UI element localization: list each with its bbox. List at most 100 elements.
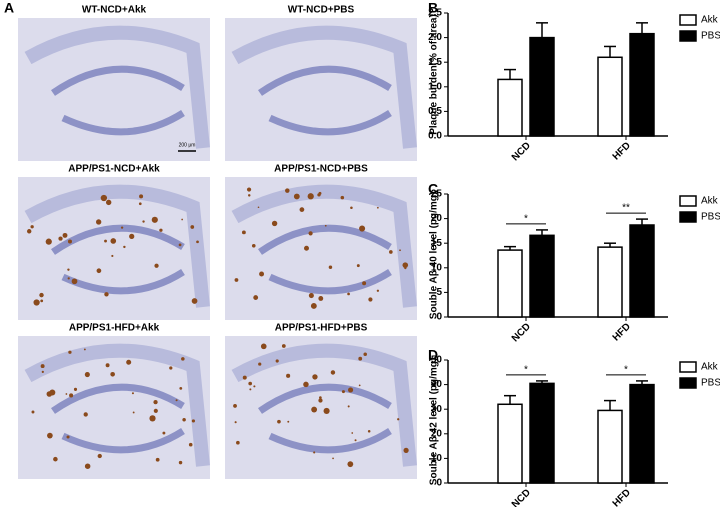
x-tick-label: NCD	[510, 487, 533, 507]
legend-label: Akk	[701, 15, 719, 26]
plaque	[175, 399, 178, 402]
image-label: APP/PS1-HFD+Akk	[69, 323, 160, 334]
plaque	[328, 265, 333, 269]
plaque	[234, 278, 239, 282]
plaque	[287, 420, 290, 423]
plaque	[67, 239, 72, 244]
plaque	[348, 387, 354, 393]
image-label: APP/PS1-NCD+PBS	[274, 164, 368, 175]
legend-label: Akk	[701, 196, 719, 207]
y-tick-label: 0	[436, 478, 442, 489]
plaque	[286, 373, 291, 378]
plaque	[30, 225, 34, 229]
plaque	[248, 194, 251, 197]
bar	[629, 32, 655, 137]
plaque	[275, 359, 279, 363]
plaque	[323, 407, 330, 415]
dentate-gyrus	[258, 224, 392, 295]
tissue-arc	[24, 343, 210, 467]
bar	[629, 383, 655, 484]
plaque	[142, 220, 145, 223]
tissue-arc	[231, 25, 417, 149]
image-label: APP/PS1-HFD+PBS	[275, 323, 368, 334]
x-tick-label: NCD	[510, 321, 533, 344]
y-tick-label: 40	[431, 379, 443, 390]
legend-label: Akk	[701, 362, 719, 373]
plaque	[281, 344, 286, 348]
plaque	[303, 381, 309, 388]
y-tick-label: 1.0	[428, 81, 442, 92]
plaque	[330, 370, 336, 375]
plaque	[31, 410, 35, 414]
plaque	[67, 277, 70, 280]
scale-bar-label: 200 μm	[179, 142, 196, 148]
bar	[529, 382, 555, 484]
significance-label: *	[624, 365, 628, 376]
plaque	[358, 356, 363, 361]
plaque	[376, 206, 379, 209]
y-axis-label: Plaque burden(% of area)	[429, 14, 440, 135]
plaque	[96, 268, 102, 274]
plaque	[159, 228, 163, 232]
dentate-gyrus	[258, 65, 392, 136]
plaque	[26, 229, 32, 234]
plaque	[253, 295, 259, 300]
plaque	[368, 297, 373, 302]
y-tick-label: 5	[436, 287, 442, 298]
plaque	[33, 299, 40, 306]
y-tick-label: 10	[431, 262, 443, 273]
legend-swatch	[679, 14, 697, 26]
dentate-gyrus	[51, 224, 185, 295]
plaque	[191, 419, 196, 423]
plaque	[311, 406, 318, 413]
plaque	[40, 364, 45, 369]
plaque	[53, 456, 58, 462]
tissue-arc	[24, 25, 210, 149]
plaque	[257, 206, 260, 209]
plaque	[104, 239, 107, 243]
y-axis-label: Souble Aβ 42 level (pg/mg)	[429, 358, 440, 485]
significance-label: *	[524, 214, 528, 225]
bar	[629, 224, 655, 318]
plaque	[258, 362, 262, 366]
plaque	[399, 249, 401, 252]
plaque	[347, 461, 354, 468]
plaque	[233, 404, 237, 408]
plaque	[138, 202, 142, 206]
plaque	[367, 429, 371, 433]
plaque	[271, 220, 278, 227]
plaque	[341, 390, 345, 394]
significance-label: *	[524, 365, 528, 376]
y-tick-label: 30	[431, 404, 443, 415]
plaque	[132, 411, 135, 414]
y-tick-label: 0	[436, 312, 442, 323]
plaque	[178, 460, 183, 465]
y-tick-label: 50	[431, 355, 443, 366]
plaque	[313, 451, 316, 454]
panel-letter: C	[428, 181, 438, 197]
image-label: APP/PS1-NCD+Akk	[68, 164, 160, 175]
bar	[497, 403, 523, 484]
plaque	[84, 463, 91, 469]
plaque	[397, 418, 400, 421]
legend-swatch	[679, 195, 697, 207]
significance-label: **	[622, 203, 630, 214]
plaque	[65, 393, 68, 395]
plaque	[340, 195, 345, 200]
plaque	[356, 264, 360, 268]
plaque	[111, 254, 114, 258]
dentate-gyrus	[51, 65, 185, 136]
plaque	[376, 289, 380, 292]
plaque	[181, 218, 184, 221]
image-label: WT-NCD+PBS	[288, 5, 355, 16]
y-tick-label: 20	[431, 213, 443, 224]
plaque	[249, 388, 252, 391]
plaque	[259, 271, 265, 277]
y-tick-label: 2.5	[428, 8, 442, 19]
plaque	[242, 375, 247, 380]
plaque	[62, 232, 68, 238]
plaque	[68, 350, 72, 354]
bar	[597, 56, 623, 137]
x-tick-label: HFD	[611, 487, 633, 507]
plaque	[100, 194, 108, 202]
